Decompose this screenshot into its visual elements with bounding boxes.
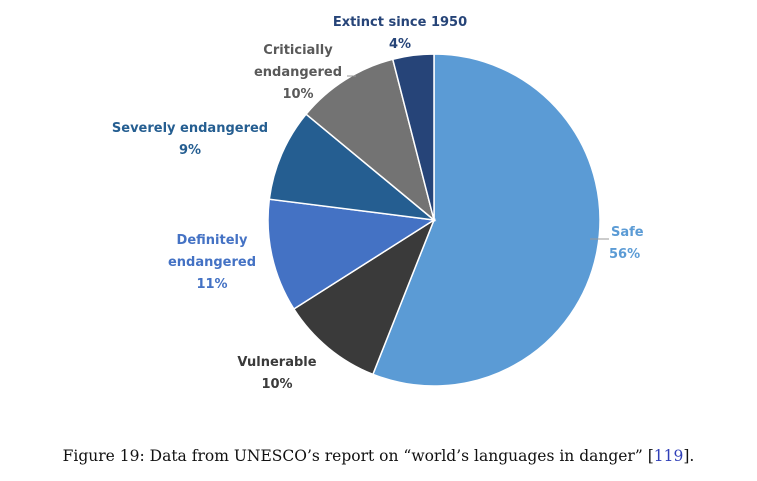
- caption-end: ].: [683, 447, 695, 465]
- pie-slice-criticially-endangered: [305, 58, 436, 223]
- pie-slice-safe: [371, 53, 601, 387]
- caption-reference-link[interactable]: 119: [653, 447, 684, 465]
- slice-name-criticially-endangered: Criticially: [263, 43, 333, 58]
- slice-name-vulnerable: Vulnerable: [237, 355, 316, 370]
- slice-percent-extinct-since-1950: 4%: [389, 37, 411, 52]
- slice-percent-definitely-endangered: 11%: [196, 277, 227, 292]
- slice-labels: Safe 56% Vulnerable 10% Definitely endangered…: [112, 15, 644, 392]
- slice-percent-severely-endangered: 9%: [179, 143, 201, 158]
- slice-name-safe: Safe: [611, 225, 644, 240]
- leader-lines: [347, 75, 609, 240]
- slice-name-severely-endangered: Severely endangered: [112, 121, 268, 136]
- slice-name-definitely-endangered: endangered: [168, 255, 256, 270]
- slice-name-criticially-endangered: endangered: [254, 65, 342, 80]
- slice-label-criticially-endangered: Criticially endangered 10%: [254, 43, 342, 102]
- pie-slice-definitely-endangered: [267, 198, 437, 310]
- slice-percent-vulnerable: 10%: [261, 377, 292, 392]
- caption-text: Figure 19: Data from UNESCO’s report on …: [62, 447, 654, 465]
- pie-slices: [267, 53, 601, 387]
- slice-name-definitely-endangered: Definitely: [177, 233, 248, 248]
- slice-label-safe: Safe 56%: [609, 225, 644, 262]
- slice-percent-criticially-endangered: 10%: [282, 87, 313, 102]
- slice-label-definitely-endangered: Definitely endangered 11%: [168, 233, 256, 292]
- pie-slice-extinct-since-1950: [391, 53, 435, 221]
- pie-slice-severely-endangered: [268, 113, 437, 222]
- slice-name-extinct-since-1950: Extinct since 1950: [333, 15, 467, 30]
- figure-caption: Figure 19: Data from UNESCO’s report on …: [0, 447, 757, 465]
- pie-slice-vulnerable: [292, 218, 436, 376]
- slice-label-vulnerable: Vulnerable 10%: [237, 355, 316, 392]
- slice-label-severely-endangered: Severely endangered 9%: [112, 121, 268, 158]
- slice-label-extinct-since-1950: Extinct since 1950 4%: [333, 15, 467, 52]
- slice-percent-safe: 56%: [609, 247, 640, 262]
